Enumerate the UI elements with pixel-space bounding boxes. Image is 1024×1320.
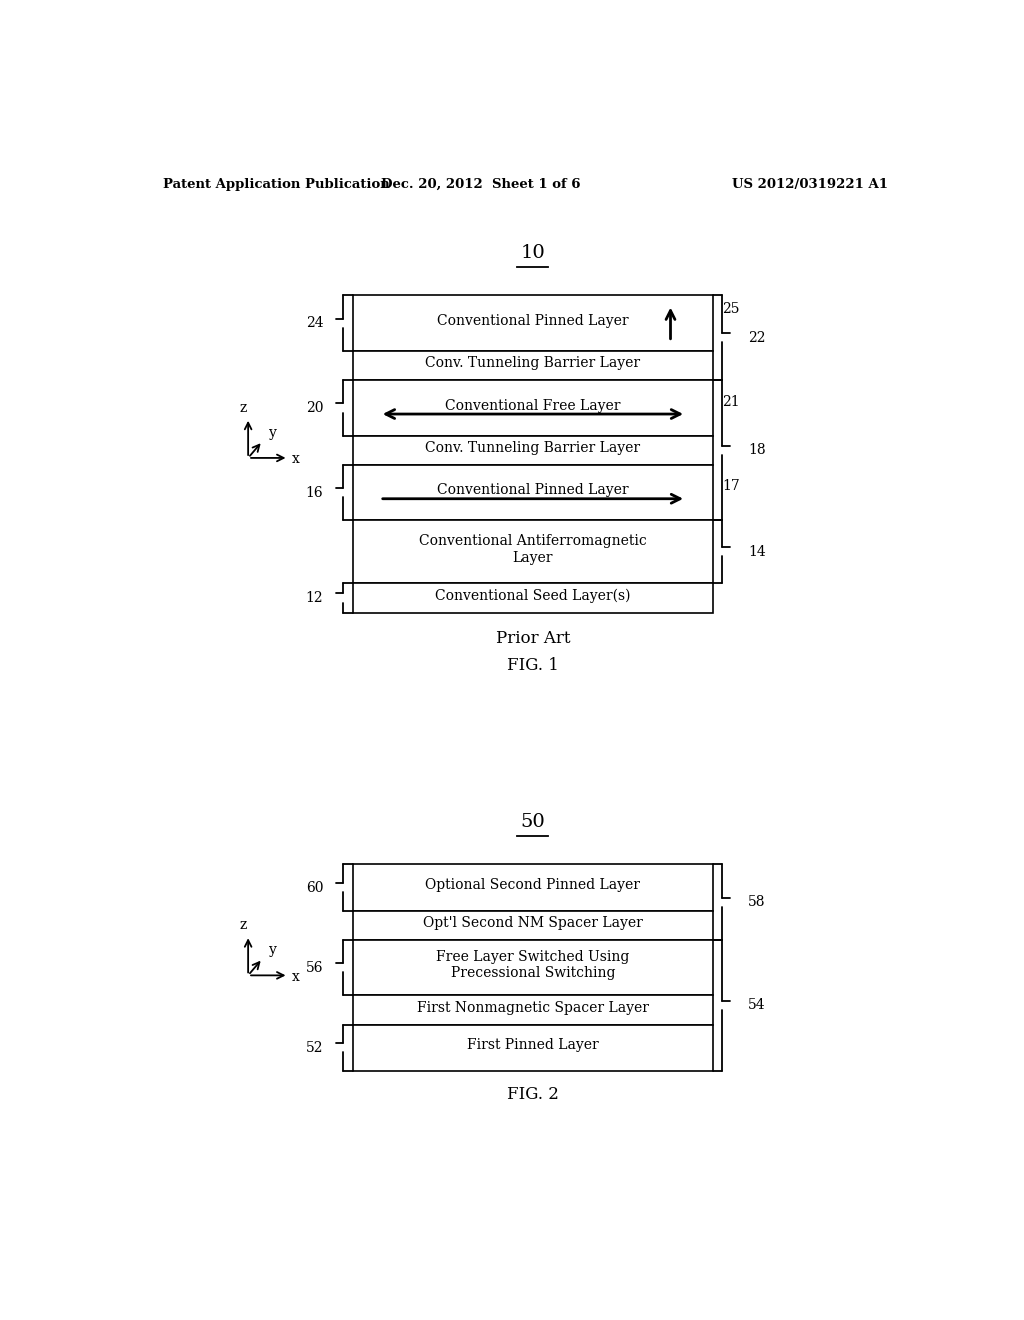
Bar bbox=[352, 1024, 713, 1071]
Bar bbox=[352, 995, 713, 1024]
Text: 22: 22 bbox=[748, 331, 766, 345]
Text: Conventional Pinned Layer: Conventional Pinned Layer bbox=[437, 314, 629, 327]
Text: Prior Art: Prior Art bbox=[496, 630, 570, 647]
Text: 16: 16 bbox=[306, 486, 324, 499]
Text: x: x bbox=[292, 970, 300, 983]
Text: 50: 50 bbox=[520, 813, 546, 832]
Text: Free Layer Switched Using
Precessional Switching: Free Layer Switched Using Precessional S… bbox=[436, 950, 630, 981]
Bar bbox=[352, 296, 713, 351]
Text: 25: 25 bbox=[722, 302, 740, 317]
Text: Patent Application Publication: Patent Application Publication bbox=[163, 178, 389, 190]
Text: 17: 17 bbox=[722, 479, 740, 494]
Text: 52: 52 bbox=[306, 1040, 324, 1055]
Text: US 2012/0319221 A1: US 2012/0319221 A1 bbox=[731, 178, 888, 190]
Bar bbox=[352, 583, 713, 612]
Text: Optional Second Pinned Layer: Optional Second Pinned Layer bbox=[425, 878, 640, 892]
Text: FIG. 2: FIG. 2 bbox=[507, 1086, 559, 1104]
Text: 56: 56 bbox=[306, 961, 324, 974]
Text: FIG. 1: FIG. 1 bbox=[507, 657, 559, 675]
Text: 60: 60 bbox=[306, 880, 324, 895]
Bar bbox=[352, 380, 713, 436]
Bar bbox=[352, 465, 713, 520]
Bar bbox=[352, 911, 713, 940]
Text: First Nonmagnetic Spacer Layer: First Nonmagnetic Spacer Layer bbox=[417, 1001, 649, 1015]
Text: x: x bbox=[292, 453, 300, 466]
Text: Conv. Tunneling Barrier Layer: Conv. Tunneling Barrier Layer bbox=[425, 356, 640, 370]
Text: Conventional Free Layer: Conventional Free Layer bbox=[445, 399, 621, 413]
Text: 21: 21 bbox=[722, 395, 740, 409]
Text: 24: 24 bbox=[306, 317, 324, 330]
Text: z: z bbox=[239, 919, 247, 932]
Text: 18: 18 bbox=[748, 444, 766, 457]
Text: Opt'l Second NM Spacer Layer: Opt'l Second NM Spacer Layer bbox=[423, 916, 643, 931]
Text: 20: 20 bbox=[306, 401, 324, 414]
Bar bbox=[352, 351, 713, 380]
Text: 58: 58 bbox=[748, 895, 766, 909]
Text: Conventional Antiferromagnetic
Layer: Conventional Antiferromagnetic Layer bbox=[419, 535, 647, 565]
Text: First Pinned Layer: First Pinned Layer bbox=[467, 1039, 599, 1052]
Bar bbox=[352, 436, 713, 465]
Text: Conventional Seed Layer(s): Conventional Seed Layer(s) bbox=[435, 589, 631, 603]
Text: z: z bbox=[239, 401, 247, 414]
Text: Conv. Tunneling Barrier Layer: Conv. Tunneling Barrier Layer bbox=[425, 441, 640, 455]
Text: Dec. 20, 2012  Sheet 1 of 6: Dec. 20, 2012 Sheet 1 of 6 bbox=[381, 178, 581, 190]
Text: y: y bbox=[268, 426, 276, 440]
Text: Conventional Pinned Layer: Conventional Pinned Layer bbox=[437, 483, 629, 498]
Bar bbox=[352, 520, 713, 583]
Text: 10: 10 bbox=[520, 244, 546, 263]
Bar bbox=[352, 940, 713, 995]
Text: y: y bbox=[268, 944, 276, 957]
Text: 54: 54 bbox=[748, 998, 766, 1012]
Text: 12: 12 bbox=[306, 591, 324, 605]
Text: 14: 14 bbox=[748, 545, 766, 558]
Bar bbox=[352, 865, 713, 911]
